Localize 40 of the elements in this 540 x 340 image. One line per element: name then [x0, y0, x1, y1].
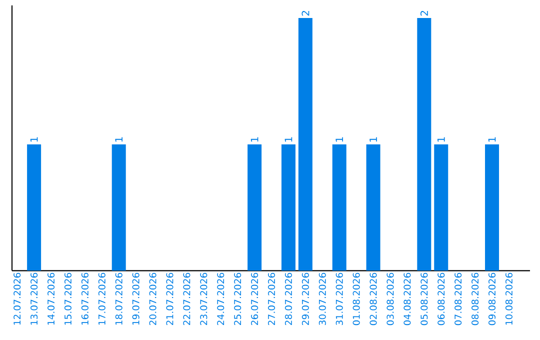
- x-tick-label: 12.07.2026: [14, 272, 21, 325]
- x-tick-label: 06.08.2026: [438, 272, 445, 326]
- x-tick-label: 14.07.2026: [47, 272, 55, 325]
- x-tick-label: 18.07.2026: [115, 272, 122, 325]
- data-label: 2: [302, 11, 310, 16]
- x-tick-label: 07.08.2026: [454, 272, 462, 326]
- x-tick-label: 17.07.2026: [98, 272, 106, 325]
- x-tick-label: 10.08.2026: [505, 272, 512, 325]
- x-tick-label: 23.07.2026: [200, 272, 208, 326]
- x-tick-label: 03.08.2026: [386, 272, 394, 326]
- data-label: 1: [115, 137, 122, 142]
- data-label: 1: [250, 137, 258, 142]
- x-tick-label: 01.08.2026: [352, 272, 360, 326]
- x-tick-label: 04.08.2026: [404, 272, 411, 326]
- data-label: 1: [437, 137, 445, 142]
- x-tick-label: 20.07.2026: [149, 272, 156, 326]
- x-tick-label: 25.07.2026: [234, 272, 242, 326]
- x-tick-label: 19.07.2026: [132, 272, 140, 325]
- data-label: 1: [370, 137, 377, 142]
- x-tick-label: 26.07.2026: [251, 272, 258, 326]
- x-tick-label: 24.07.2026: [217, 272, 224, 326]
- x-tick-label: 05.08.2026: [420, 272, 428, 326]
- x-tick-label: 15.07.2026: [64, 272, 72, 325]
- x-tick-label: 30.07.2026: [318, 272, 326, 325]
- x-tick-label: 02.08.2026: [370, 272, 377, 326]
- x-tick-label: 31.07.2026: [336, 272, 343, 325]
- x-tick-label: 16.07.2026: [81, 272, 88, 325]
- x-tick-label: 21.07.2026: [166, 272, 174, 326]
- data-label: 1: [336, 137, 343, 142]
- x-tick-label: 13.07.2026: [30, 272, 38, 325]
- data-label: 1: [284, 137, 292, 142]
- x-tick-label: 27.07.2026: [268, 272, 276, 326]
- x-tick-label: 09.08.2026: [488, 272, 496, 326]
- x-tick-label: 29.07.2026: [302, 272, 309, 326]
- data-label: 2: [420, 11, 428, 16]
- data-label: 1: [488, 137, 496, 142]
- x-tick-label: 08.08.2026: [472, 272, 479, 326]
- data-label: 1: [30, 137, 38, 142]
- x-tick-label: 22.07.2026: [183, 272, 190, 326]
- x-tick-label: 28.07.2026: [284, 272, 292, 326]
